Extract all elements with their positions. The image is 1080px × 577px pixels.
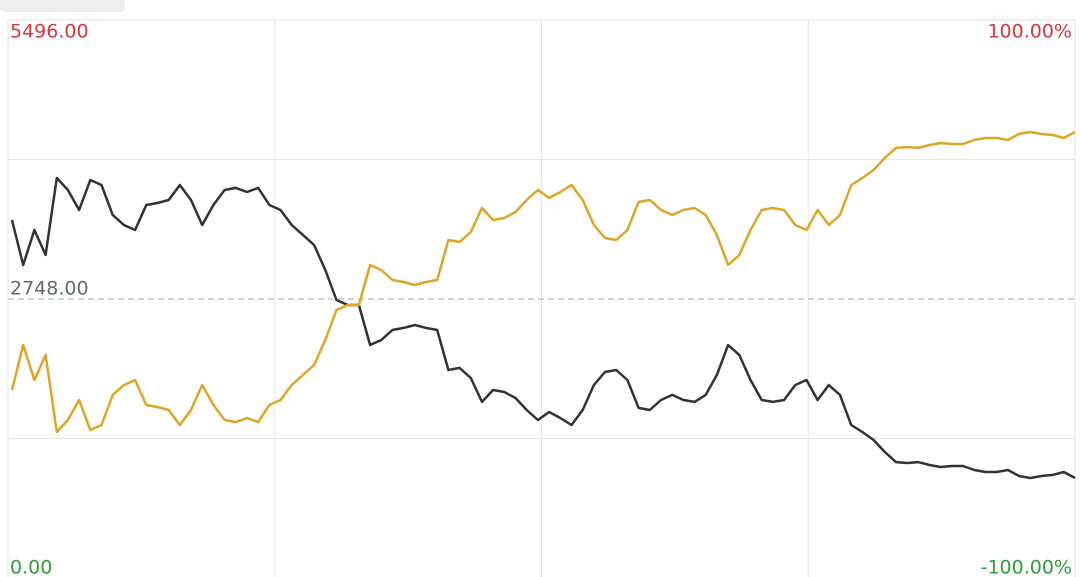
y2-tick-label: 100.00% xyxy=(987,21,1072,43)
tab[interactable] xyxy=(0,0,125,12)
series-line xyxy=(10,176,1076,480)
y-tick-label: 5496.00 xyxy=(10,21,89,43)
y2-tick-label: -100.00% xyxy=(981,557,1072,577)
y-tick-label: 2748.00 xyxy=(10,278,89,300)
y-tick-label: 0.00 xyxy=(10,557,52,577)
series-line xyxy=(10,130,1076,434)
